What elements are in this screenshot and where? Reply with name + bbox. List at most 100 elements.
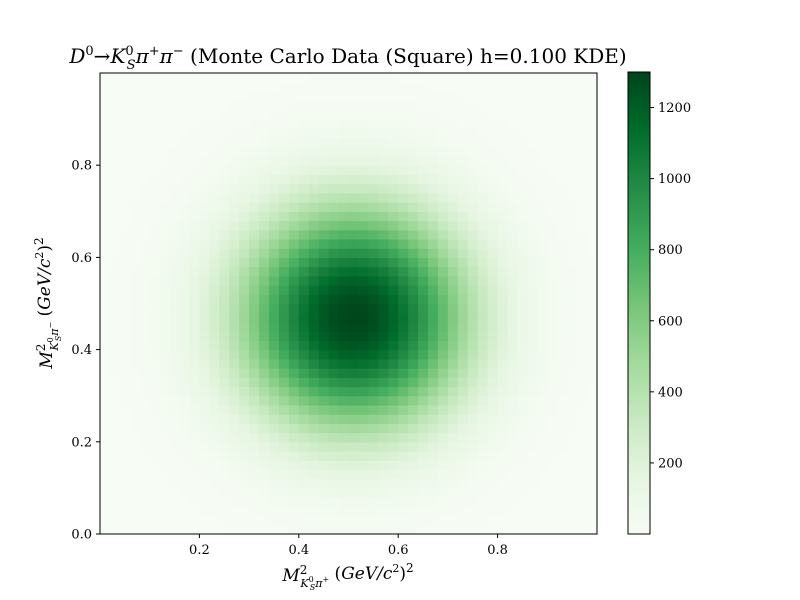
heatmap-cell bbox=[398, 174, 409, 185]
heatmap-cell bbox=[487, 109, 499, 120]
heatmap-cell bbox=[129, 414, 141, 424]
heatmap-cell bbox=[497, 423, 509, 434]
heatmap-cell bbox=[239, 294, 250, 305]
heatmap-cell bbox=[358, 423, 369, 434]
heatmap-cell bbox=[577, 506, 588, 517]
heatmap-cell bbox=[199, 238, 210, 249]
heatmap-cell bbox=[467, 155, 479, 166]
heatmap-cell bbox=[497, 248, 509, 258]
heatmap-cell bbox=[159, 275, 171, 286]
heatmap-cell bbox=[318, 432, 330, 443]
heatmap-cell bbox=[517, 377, 529, 388]
heatmap-cell bbox=[119, 414, 131, 424]
heatmap-cell bbox=[577, 460, 588, 471]
heatmap-cell bbox=[527, 137, 538, 148]
heatmap-cell bbox=[328, 303, 340, 314]
heatmap-cell bbox=[477, 386, 489, 397]
heatmap-cell bbox=[288, 100, 300, 111]
heatmap-cell bbox=[239, 460, 250, 471]
heatmap-cell bbox=[298, 137, 310, 148]
heatmap-cell bbox=[477, 451, 489, 461]
heatmap-cell bbox=[338, 487, 350, 498]
heatmap-cell bbox=[527, 395, 538, 406]
heatmap-cell bbox=[298, 174, 310, 185]
heatmap-cell bbox=[547, 312, 558, 323]
heatmap-cell bbox=[477, 146, 489, 157]
heatmap-cell bbox=[268, 451, 280, 461]
heatmap-cell bbox=[467, 146, 479, 157]
heatmap-cell bbox=[288, 321, 300, 332]
heatmap-cell bbox=[259, 229, 270, 240]
heatmap-cell bbox=[577, 303, 588, 314]
heatmap-cell bbox=[437, 294, 449, 305]
heatmap-cell bbox=[229, 192, 240, 203]
heatmap-cell bbox=[348, 331, 360, 341]
heatmap-cell bbox=[119, 137, 131, 148]
heatmap-cell bbox=[408, 109, 419, 120]
heatmap-cell bbox=[388, 423, 399, 434]
heatmap-cell bbox=[477, 303, 489, 314]
heatmap-cell bbox=[567, 432, 578, 443]
heatmap-cell bbox=[557, 497, 568, 507]
heatmap-cell bbox=[557, 451, 568, 461]
heatmap-cell bbox=[278, 349, 290, 360]
heatmap-cell bbox=[557, 174, 568, 185]
heatmap-cell bbox=[169, 146, 181, 157]
heatmap-cell bbox=[199, 257, 210, 268]
heatmap-cell bbox=[179, 321, 191, 332]
heatmap-cell bbox=[398, 460, 409, 471]
heatmap-cell bbox=[100, 451, 111, 461]
heatmap-cell bbox=[418, 137, 429, 148]
heatmap-cell bbox=[149, 460, 161, 471]
heatmap-cell bbox=[239, 368, 250, 378]
heatmap-cell bbox=[239, 331, 250, 341]
heatmap-cell bbox=[517, 220, 529, 231]
heatmap-cell bbox=[527, 294, 538, 305]
heatmap-cell bbox=[308, 460, 320, 471]
heatmap-cell bbox=[388, 183, 399, 194]
heatmap-cell bbox=[129, 285, 141, 295]
heatmap-cell bbox=[259, 349, 270, 360]
heatmap-cell bbox=[447, 73, 459, 83]
heatmap-cell bbox=[219, 183, 230, 194]
heatmap-cell bbox=[517, 515, 529, 526]
heatmap-cell bbox=[378, 100, 389, 111]
heatmap-cell bbox=[259, 451, 270, 461]
heatmap-cell bbox=[517, 404, 529, 415]
heatmap-cell bbox=[457, 524, 469, 535]
heatmap-cell bbox=[169, 100, 181, 111]
heatmap-cell bbox=[537, 395, 548, 406]
heatmap-cell bbox=[169, 451, 181, 461]
heatmap-cell bbox=[537, 487, 548, 498]
heatmap-cell bbox=[328, 275, 340, 286]
heatmap-cell bbox=[547, 82, 558, 93]
heatmap-cell bbox=[418, 211, 429, 222]
heatmap-cell bbox=[577, 109, 588, 120]
heatmap-cell bbox=[100, 395, 111, 406]
heatmap-cell bbox=[338, 414, 350, 424]
heatmap-cell bbox=[517, 109, 529, 120]
heatmap-cell bbox=[547, 202, 558, 212]
heatmap-cell bbox=[547, 165, 558, 176]
heatmap-cell bbox=[457, 257, 469, 268]
heatmap-cell bbox=[298, 321, 310, 332]
heatmap-cell bbox=[259, 303, 270, 314]
heatmap-cell bbox=[487, 183, 499, 194]
heatmap-cell bbox=[100, 119, 111, 129]
heatmap-cell bbox=[567, 506, 578, 517]
heatmap-cell bbox=[249, 321, 260, 332]
heatmap-cell bbox=[398, 266, 409, 277]
heatmap-cell bbox=[199, 358, 210, 369]
heatmap-cell bbox=[119, 275, 131, 286]
heatmap-cell bbox=[577, 524, 588, 535]
heatmap-cell bbox=[338, 220, 350, 231]
heatmap-cell bbox=[100, 266, 111, 277]
heatmap-cell bbox=[408, 524, 419, 535]
heatmap-cell bbox=[447, 303, 459, 314]
heatmap-cell bbox=[298, 229, 310, 240]
heatmap-cell bbox=[249, 469, 260, 480]
heatmap-cell bbox=[159, 358, 171, 369]
heatmap-cell bbox=[308, 515, 320, 526]
heatmap-cell bbox=[278, 248, 290, 258]
heatmap-cell bbox=[268, 377, 280, 388]
